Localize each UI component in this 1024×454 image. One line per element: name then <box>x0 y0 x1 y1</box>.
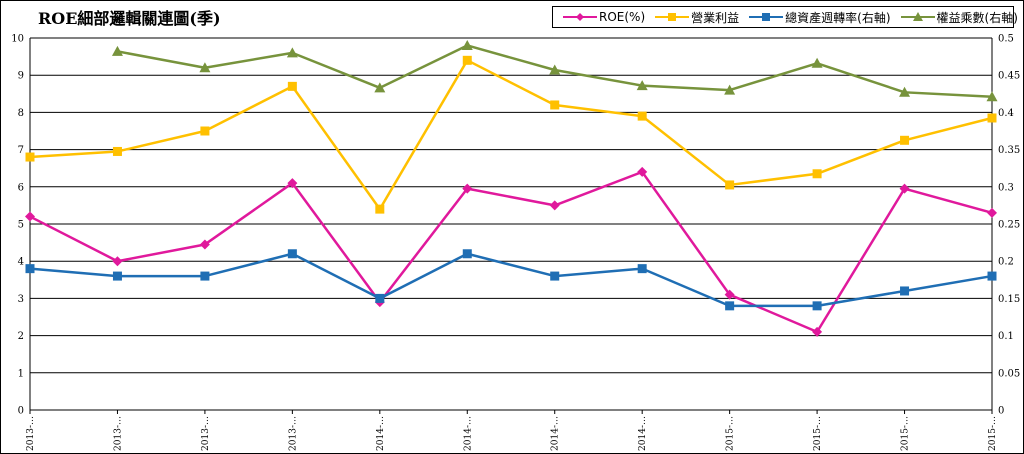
y-right-tick-label: 0.5 <box>998 34 1014 45</box>
x-tick-label: 2014-… <box>551 416 561 451</box>
y-right-tick-label: 0 <box>998 406 1004 417</box>
y-left-tick-label: 0 <box>18 406 24 417</box>
data-point-0 <box>899 183 910 194</box>
data-point-0 <box>637 166 648 177</box>
data-point-1 <box>25 152 35 162</box>
x-tick-label: 2015-… <box>988 416 998 451</box>
data-point-1 <box>637 111 647 121</box>
y-left-tick-label: 9 <box>18 71 24 82</box>
legend-label-operating-income: 營業利益 <box>691 10 740 25</box>
data-point-3 <box>636 80 648 91</box>
legend-marker-asset-turnover <box>749 13 784 21</box>
y-right-tick-label: 0.2 <box>998 257 1014 268</box>
x-tick-label: 2013-… <box>201 416 211 451</box>
data-point-0 <box>724 289 735 300</box>
data-point-3 <box>811 57 823 68</box>
data-point-2 <box>25 264 35 274</box>
legend-marker-roe <box>563 13 597 21</box>
y-right-tick-label: 0.35 <box>998 145 1020 156</box>
data-point-2 <box>812 301 822 311</box>
data-point-3 <box>286 47 298 58</box>
x-tick-label: 2015-… <box>813 416 823 451</box>
data-point-2 <box>287 249 297 259</box>
y-left-tick-label: 2 <box>18 331 24 342</box>
series-line-2 <box>29 252 993 308</box>
y-right-tick-label: 0.15 <box>998 294 1020 305</box>
data-point-1 <box>112 146 122 156</box>
x-tick-label: 2014-… <box>463 416 473 451</box>
data-point-3 <box>461 39 473 50</box>
legend-label-roe: ROE(%) <box>599 10 646 24</box>
legend-item-equity-multiplier: 權益乘數(右軸) <box>900 9 1018 26</box>
series-line-1 <box>29 59 993 211</box>
x-tick-label: 2013-… <box>26 416 36 451</box>
y-left-tick-label: 1 <box>18 368 24 379</box>
x-tick-label: 2014-… <box>638 416 648 451</box>
data-point-0 <box>25 211 35 222</box>
data-point-3 <box>549 64 561 75</box>
data-point-2 <box>462 249 472 259</box>
y-right-tick-label: 0.05 <box>998 368 1020 379</box>
data-point-3 <box>899 86 911 97</box>
data-point-1 <box>725 180 735 190</box>
x-tick-label: 2015-… <box>901 416 911 451</box>
data-point-3 <box>111 45 123 56</box>
data-point-1 <box>462 55 472 65</box>
data-point-2 <box>375 293 385 303</box>
y-left-tick-label: 4 <box>18 257 24 268</box>
y-right-tick-label: 0.3 <box>998 182 1014 193</box>
x-tick-label: 2013-… <box>113 416 123 451</box>
y-right-tick-label: 0.1 <box>998 331 1014 342</box>
data-point-2 <box>112 271 122 281</box>
data-point-3 <box>374 82 386 93</box>
data-point-2 <box>900 286 910 296</box>
data-point-0 <box>987 207 997 218</box>
y-left-tick-label: 3 <box>18 294 24 305</box>
legend-label-asset-turnover: 總資產週轉率(右軸) <box>785 10 891 25</box>
y-left-tick-label: 10 <box>11 34 24 45</box>
data-point-0 <box>462 183 473 194</box>
x-tick-label: 2015-… <box>726 416 736 451</box>
data-point-1 <box>200 126 210 136</box>
x-tick-label: 2014-… <box>376 416 386 451</box>
y-right-tick-label: 0.4 <box>998 108 1014 119</box>
data-point-1 <box>900 135 910 145</box>
chart-title: ROE細部邏輯關連圖(季) <box>38 9 221 28</box>
data-point-0 <box>287 178 298 189</box>
legend-marker-operating-income <box>655 13 690 21</box>
data-point-2 <box>200 271 210 281</box>
chart-legend: ROE(%) 營業利益 總資產週轉率(右軸) 權益乘數(右軸) <box>552 6 1018 28</box>
y-right-tick-label: 0.45 <box>998 71 1020 82</box>
data-point-0 <box>112 256 123 267</box>
data-point-2 <box>987 271 997 281</box>
data-point-1 <box>550 100 560 110</box>
data-point-0 <box>549 200 560 211</box>
data-point-1 <box>812 169 822 179</box>
data-point-0 <box>812 326 823 337</box>
data-point-1 <box>375 204 385 214</box>
y-left-tick-label: 7 <box>18 145 24 156</box>
y-left-tick-label: 8 <box>18 108 24 119</box>
data-point-1 <box>287 81 297 91</box>
data-point-2 <box>725 301 735 311</box>
data-point-0 <box>199 239 210 250</box>
y-left-tick-label: 6 <box>18 182 24 193</box>
data-point-1 <box>987 113 997 123</box>
data-point-3 <box>199 62 211 73</box>
data-point-3 <box>986 91 998 102</box>
data-point-2 <box>550 271 560 281</box>
y-left-tick-label: 5 <box>18 220 24 231</box>
y-right-tick-label: 0.25 <box>998 220 1020 231</box>
legend-item-asset-turnover: 總資產週轉率(右軸) <box>749 9 891 26</box>
x-tick-label: 2013-… <box>288 416 298 451</box>
legend-item-operating-income: 營業利益 <box>655 9 739 26</box>
legend-marker-equity-multiplier <box>900 12 935 21</box>
series-line-0 <box>29 170 993 334</box>
legend-item-roe: ROE(%) <box>563 10 645 24</box>
data-point-2 <box>637 264 647 274</box>
legend-label-equity-multiplier: 權益乘數(右軸) <box>936 10 1018 25</box>
data-point-3 <box>724 84 736 95</box>
